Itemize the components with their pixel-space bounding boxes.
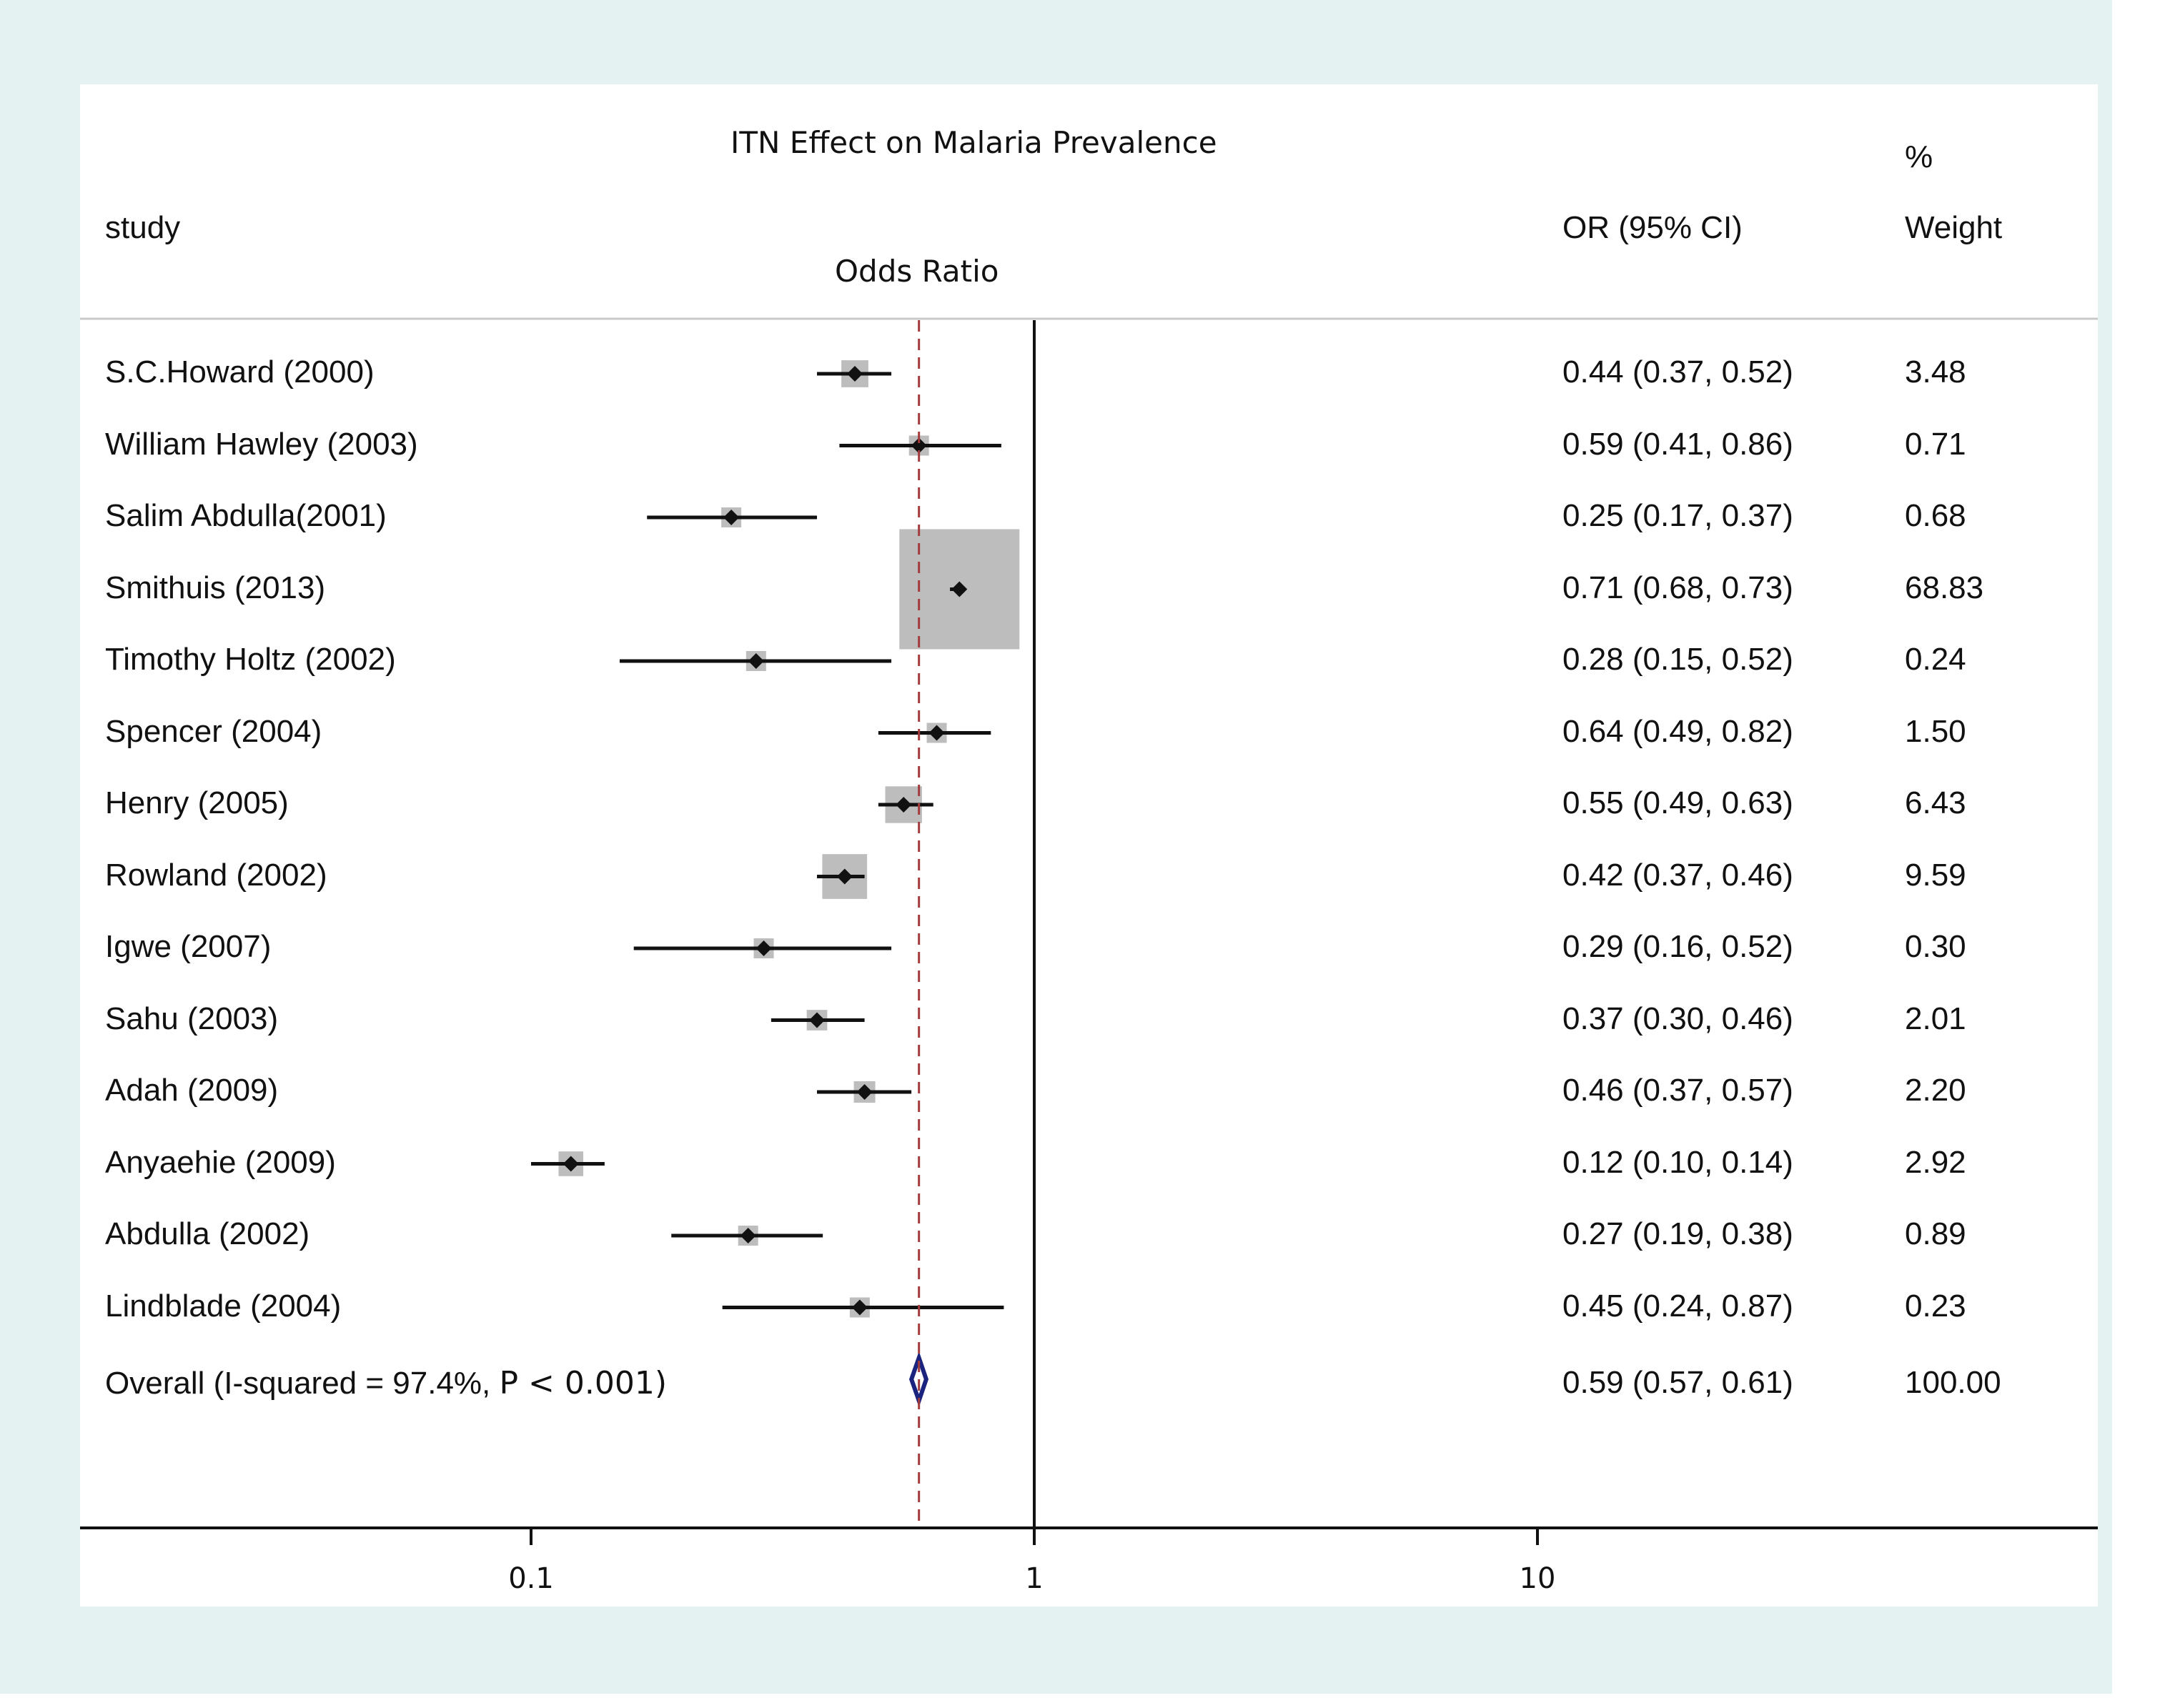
weight-value: 1.50 — [1905, 713, 1966, 749]
point-estimate — [851, 1299, 868, 1316]
point-estimate — [951, 581, 968, 597]
x-axis-label: Odds Ratio — [835, 254, 999, 289]
point-estimate — [809, 1012, 826, 1028]
study-label: Igwe (2007) — [105, 929, 272, 964]
weight-value: 0.71 — [1905, 426, 1966, 462]
x-tick-label: 10 — [1519, 1562, 1556, 1595]
or-ci-value: 0.44 (0.37, 0.52) — [1562, 354, 1793, 389]
study-label: William Hawley (2003) — [105, 426, 418, 462]
point-estimate — [836, 868, 853, 885]
or-ci-value: 0.29 (0.16, 0.52) — [1562, 929, 1793, 964]
weight-value: 2.01 — [1905, 1001, 1966, 1036]
point-estimate — [723, 510, 740, 525]
weight-value: 0.24 — [1905, 642, 1966, 677]
or-ci-value: 0.59 (0.41, 0.86) — [1562, 426, 1793, 462]
or-ci-value: 0.28 (0.15, 0.52) — [1562, 642, 1793, 677]
weight-value: 68.83 — [1905, 570, 1984, 605]
study-label: Lindblade (2004) — [105, 1288, 342, 1324]
or-ci-value: 0.64 (0.49, 0.82) — [1562, 713, 1793, 749]
study-label: S.C.Howard (2000) — [105, 354, 375, 389]
header-or-ci: OR (95% CI) — [1562, 210, 1743, 245]
study-label: Henry (2005) — [105, 785, 289, 820]
study-label: Timothy Holtz (2002) — [105, 642, 396, 677]
point-estimate — [748, 653, 764, 669]
header-weight: Weight — [1905, 210, 2003, 245]
weight-value: 2.20 — [1905, 1073, 1966, 1108]
point-estimate — [896, 797, 912, 813]
overall-or-ci: 0.59 (0.57, 0.61) — [1562, 1365, 1793, 1400]
or-ci-value: 0.71 (0.68, 0.73) — [1562, 570, 1793, 605]
point-estimate — [740, 1228, 756, 1243]
weight-value: 2.92 — [1905, 1144, 1966, 1180]
study-label: Anyaehie (2009) — [105, 1144, 336, 1180]
or-ci-value: 0.12 (0.10, 0.14) — [1562, 1144, 1793, 1180]
study-label: Rowland (2002) — [105, 857, 327, 893]
study-label: Sahu (2003) — [105, 1001, 279, 1036]
point-estimate — [846, 366, 863, 382]
point-estimate — [563, 1156, 579, 1172]
plot-panel — [80, 84, 2098, 1607]
weight-value: 0.23 — [1905, 1288, 1966, 1324]
x-tick-label: 0.1 — [508, 1562, 554, 1595]
overall-label-text: Overall (I-squared = 97.4%, — [105, 1366, 491, 1401]
point-estimate — [911, 437, 927, 454]
study-label: Adah (2009) — [105, 1073, 279, 1108]
overall-weight: 100.00 — [1905, 1365, 2001, 1400]
study-label: Smithuis (2013) — [105, 570, 326, 605]
study-label: Spencer (2004) — [105, 713, 322, 749]
point-estimate — [856, 1084, 873, 1100]
weight-value: 3.48 — [1905, 354, 1966, 389]
or-ci-value: 0.45 (0.24, 0.87) — [1562, 1288, 1793, 1324]
header-weight-top: % — [1905, 139, 1933, 174]
point-estimate — [928, 725, 945, 741]
or-ci-value: 0.25 (0.17, 0.37) — [1562, 498, 1793, 533]
weight-value: 0.89 — [1905, 1216, 1966, 1251]
weight-value: 6.43 — [1905, 785, 1966, 820]
overall-label-p-value: P < 0.001) — [499, 1365, 668, 1401]
study-label: Salim Abdulla(2001) — [105, 498, 387, 533]
overall-label: Overall (I-squared = 97.4%, P < 0.001) — [105, 1365, 667, 1401]
or-ci-value: 0.42 (0.37, 0.46) — [1562, 857, 1793, 893]
weight-value: 0.30 — [1905, 929, 1966, 964]
weight-value: 0.68 — [1905, 498, 1966, 533]
or-ci-value: 0.37 (0.30, 0.46) — [1562, 1001, 1793, 1036]
or-ci-value: 0.46 (0.37, 0.57) — [1562, 1073, 1793, 1108]
study-label: Abdulla (2002) — [105, 1216, 310, 1251]
or-ci-value: 0.55 (0.49, 0.63) — [1562, 785, 1793, 820]
chart-title: ITN Effect on Malaria Prevalence — [730, 125, 1217, 160]
or-ci-value: 0.27 (0.19, 0.38) — [1562, 1216, 1793, 1251]
weight-value: 9.59 — [1905, 857, 1966, 893]
header-study: study — [105, 210, 181, 245]
x-tick-label: 1 — [1025, 1562, 1044, 1595]
point-estimate — [755, 940, 772, 956]
